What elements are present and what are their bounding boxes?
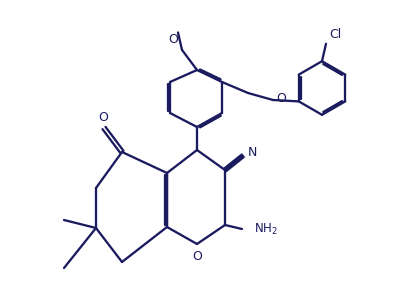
Text: NH$_2$: NH$_2$ xyxy=(254,222,278,237)
Text: O: O xyxy=(168,33,178,46)
Text: O: O xyxy=(192,250,202,263)
Text: O: O xyxy=(98,111,108,124)
Text: N: N xyxy=(248,146,257,159)
Text: Cl: Cl xyxy=(329,28,341,41)
Text: O: O xyxy=(276,93,286,106)
